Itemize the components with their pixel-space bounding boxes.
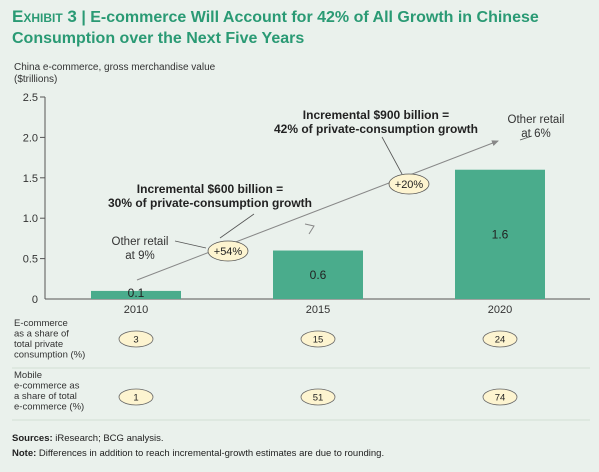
other-retail-right-line-2: at 6% <box>521 128 550 140</box>
table-row-0-value-2: 24 <box>495 335 506 346</box>
growth-arrow <box>136 140 499 281</box>
table-row-0-label-line-0: E-commerce <box>14 318 68 329</box>
y-tick-label-5: 2.5 <box>23 92 38 104</box>
growth-badge-right-text: +20% <box>395 179 424 191</box>
inc600-leader <box>219 213 255 239</box>
table-row-1-value-0: 1 <box>133 393 138 404</box>
x-tick-label-2020: 2020 <box>488 304 512 316</box>
inc600-line-1: Incremental $600 billion = <box>137 182 283 196</box>
inc600-line-2: 30% of private-consumption growth <box>108 196 312 210</box>
table-row-1-value-2: 74 <box>495 393 506 404</box>
y-tick-label-4: 2.0 <box>23 132 38 144</box>
bars: 0.1 0.6 1.6 <box>91 169 545 300</box>
footnote: Note: Differences in addition to reach i… <box>12 448 384 459</box>
table-row-1-label-line-3: e-commerce (%) <box>14 402 84 413</box>
inc900-line-2: 42% of private-consumption growth <box>274 122 478 136</box>
title-line-2: Consumption over the Next Five Years <box>12 30 305 47</box>
other-retail-left-line-2: at 9% <box>125 250 154 262</box>
other-retail-right-leader <box>519 135 533 141</box>
other-retail-right-line-1: Other retail <box>508 114 565 126</box>
table-row-1-pill-1 <box>300 388 336 406</box>
sources-text: iResearch; BCG analysis. <box>55 433 164 444</box>
table-row-1-label-line-0: Mobile <box>14 370 42 381</box>
other-retail-left-leader <box>174 240 207 249</box>
bar-value-label-2015: 0.6 <box>310 268 327 282</box>
inc900-line-1: Incremental $900 billion = <box>303 108 449 122</box>
table-row-1-pill-2 <box>482 388 518 406</box>
y-tick-label-1: 0.5 <box>23 254 38 266</box>
table-row-0-value-1: 15 <box>313 335 324 346</box>
table-row-0-pill-1 <box>300 330 336 348</box>
y-tick-label-3: 1.5 <box>23 173 38 185</box>
x-tick-labels: 2010 2015 2020 <box>124 304 512 316</box>
table-row-0-pill-2 <box>482 330 518 348</box>
growth-arrow-midhead <box>304 223 315 235</box>
sources-label: Sources: <box>12 433 53 444</box>
note-text: Differences in addition to reach increme… <box>38 448 385 459</box>
x-tick-label-2010: 2010 <box>124 304 148 316</box>
bar-value-label-2010: 0.1 <box>128 286 145 300</box>
x-tick-label-2015: 2015 <box>306 304 330 316</box>
table-row-0-pill-0 <box>118 330 154 348</box>
table-row-1-label-line-2: a share of total <box>14 391 77 402</box>
chart-svg: China e-commerce, gross merchandise valu… <box>12 62 590 421</box>
y-axis-title-line-1: China e-commerce, gross merchandise valu… <box>14 62 216 73</box>
inc900-leader <box>381 136 403 175</box>
bar-2020 <box>455 169 545 299</box>
table-row-0-value-0: 3 <box>133 335 138 346</box>
y-tick-label-2: 1.0 <box>23 213 38 225</box>
chart-title: Exhibit 3 | E-commerce Will Account for … <box>12 6 592 49</box>
y-ticks: 0 0.5 1.0 1.5 2.0 2.5 <box>23 92 45 306</box>
bar-2015 <box>273 250 363 299</box>
table-row-1-pill-0 <box>118 388 154 406</box>
title-line-1: E-commerce Will Account for 42% of All G… <box>90 9 539 26</box>
y-axis-title-line-2: ($trillions) <box>14 74 57 85</box>
title-separator: | <box>81 9 86 26</box>
table-row-1-label-line-1: e-commerce as <box>14 381 80 392</box>
table-row-0-label-line-1: as a share of <box>14 329 69 340</box>
y-tick-label-0: 0 <box>32 294 38 306</box>
growth-badge-left <box>207 240 249 262</box>
table-row-0-label-line-3: consumption (%) <box>14 350 85 361</box>
other-retail-left-line-1: Other retail <box>112 236 169 248</box>
growth-badge-right <box>388 173 430 195</box>
growth-badge-left-text: +54% <box>214 246 243 258</box>
sources-note: Sources: iResearch; BCG analysis. <box>12 433 164 444</box>
bar-2010 <box>91 290 181 299</box>
exhibit-label: Exhibit 3 <box>12 7 77 26</box>
table-row-1-value-1: 51 <box>313 393 324 404</box>
note-label: Note: <box>12 448 37 459</box>
table-row-0-label-line-2: total private <box>14 339 63 350</box>
bar-value-label-2020: 1.6 <box>492 227 509 241</box>
